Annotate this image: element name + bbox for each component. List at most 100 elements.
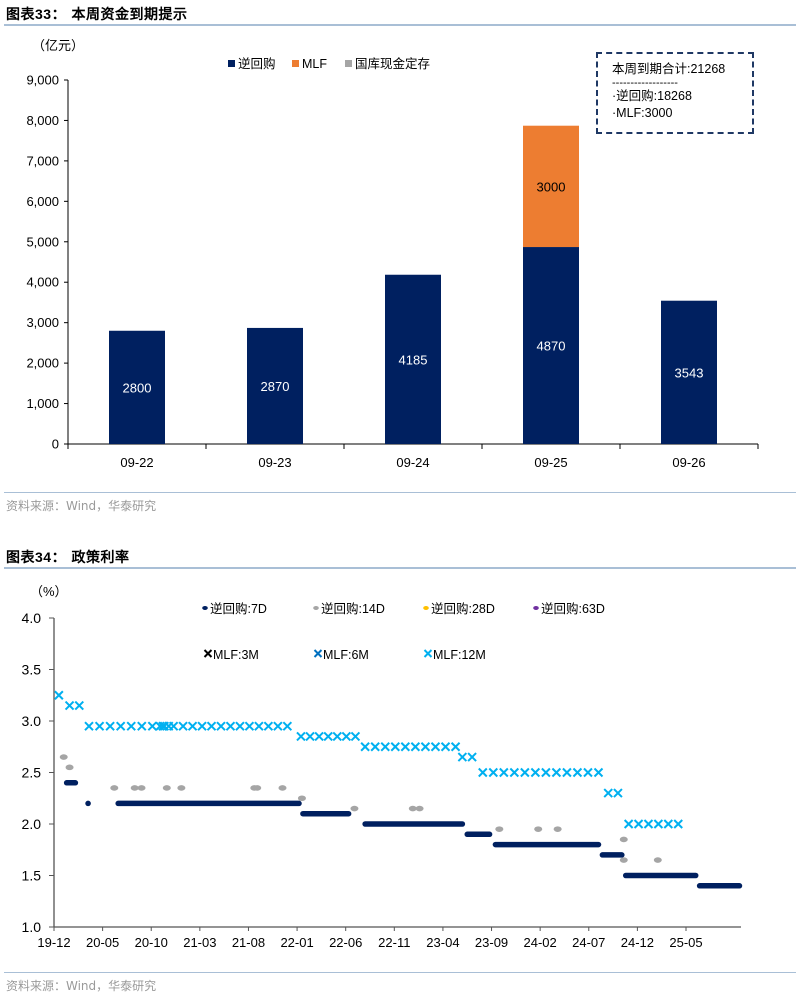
legend-marker [313,606,319,610]
legend-label: MLF [302,57,327,71]
x-tick-label: 22-06 [329,935,362,950]
y-axis-unit-label: （%） [30,584,68,599]
mlf-12m-point [282,721,293,731]
mlf-12m-point [390,742,400,752]
mlf-12m-point [633,819,644,829]
legend-swatch [292,60,299,67]
x-tick-label: 09-25 [534,455,567,470]
source-rule [4,492,796,493]
mlf-12m-point [499,767,509,778]
mlf-12m-point [137,721,147,731]
rate-14d-point [65,764,74,771]
legend-label: 国库现金定存 [355,56,430,71]
mlf-12m-point [410,742,421,752]
legend-label: 逆回购:28D [431,601,495,616]
mlf-12m-point [244,721,255,731]
x-tick-label: 25-05 [669,935,702,950]
mlf-12m-point [603,788,613,798]
mlf-12m-point [663,819,674,829]
rate-14d-point [137,785,146,791]
x-tick-label: 19-12 [37,935,70,950]
mlf-12m-point [593,767,604,778]
mlf-12m-point [420,742,431,752]
mlf-12m-point [323,731,333,742]
y-tick-label: 4.0 [22,610,42,626]
legend-label: 逆回购:7D [210,601,267,616]
x-tick-label: 24-07 [572,935,605,950]
mlf-12m-point [54,690,64,700]
mlf-12m-point [126,721,136,731]
mlf-12m-point [562,767,572,778]
mlf-12m-point [105,721,115,731]
mlf-12m-point [370,742,380,752]
rate-14d-point [534,826,543,832]
legend-label: MLF:6M [323,648,369,662]
x-tick-label: 21-08 [232,935,265,950]
mlf-12m-point [643,819,654,829]
rate-14d-point [415,805,424,812]
y-tick-label: 1,000 [26,396,59,411]
mlf-12m-point [400,742,411,752]
mlf-12m-point [235,721,245,731]
legend-label: 逆回购 [238,56,276,71]
y-tick-label: 1.0 [22,919,42,935]
mlf-12m-point [197,721,207,731]
x-tick-label: 22-01 [280,935,313,950]
bars [109,125,717,444]
mlf-12m-point [263,721,274,731]
y-tick-label: 7,000 [26,153,59,168]
rate-14d-point [253,785,262,791]
data-labels: 2800 2870 4185 4870 3000 3543 [123,179,704,395]
title-rule [4,567,796,569]
y-tick-label: 6,000 [26,194,59,209]
y-tick-label: 9,000 [26,73,59,88]
legend-label: MLF:12M [433,648,486,662]
mlf-12m-point [314,731,324,742]
mlf-12m-point [74,700,84,711]
y-tick-label: 3.5 [22,662,42,678]
mlf-12m-point [332,731,342,742]
y-tick-label: 1.5 [22,868,42,884]
bar-09-22-逆回购 [109,330,165,444]
legend-marker [202,606,208,610]
mlf-12m-point [613,788,623,798]
bar-09-25-逆回购 [523,247,579,444]
rate-14d-point [110,785,119,791]
mlf-12m-point [115,721,126,731]
figure-34-title-text: 政策利率 [71,550,130,566]
legend-label: 逆回购:63D [541,601,605,616]
data-label: 4870 [537,339,566,354]
mlf-12m-point [430,742,441,752]
mlf-12m-point [225,721,236,731]
rate-14d-point [130,785,139,791]
mlf-12m-point [467,752,477,762]
bar-09-26-逆回购 [661,300,717,444]
mlf-12m-point [509,767,520,778]
mlf-12m-point [341,731,352,742]
figure-34-source: 资料来源：Wind，华泰研究 [6,979,157,993]
mlf-12m-point [530,767,541,778]
rate-14d-point [177,785,186,791]
legend-marker [203,649,213,658]
summary-reverse-repo: ·逆回购:18268 [612,89,692,103]
y-tick-label: 3.0 [22,713,42,729]
mlf-12m-point [178,721,188,731]
mlf-12m-point [450,742,461,752]
mlf-12m-point [64,700,75,711]
data-label: 3543 [675,365,704,380]
source-rule [4,972,796,973]
y-tick-label: 2.5 [22,765,42,781]
figure-33-title-text: 本周资金到期提示 [71,7,188,23]
summary-mlf: ·MLF:3000 [612,106,673,120]
rate-14d-point [408,805,417,812]
x-tick-label: 20-10 [135,935,168,950]
legend-label: MLF:3M [213,648,259,662]
data-label: 2800 [123,380,152,395]
legend: 逆回购 MLF 国库现金定存 [228,56,430,71]
mlf-12m-point [623,819,634,829]
summary-separator: ------------------ [612,77,678,89]
mlf-12m-point [440,742,451,752]
x-tick-label: 09-24 [396,455,429,470]
data-label: 4185 [399,352,428,367]
y-tick-label: 4,000 [26,275,59,290]
